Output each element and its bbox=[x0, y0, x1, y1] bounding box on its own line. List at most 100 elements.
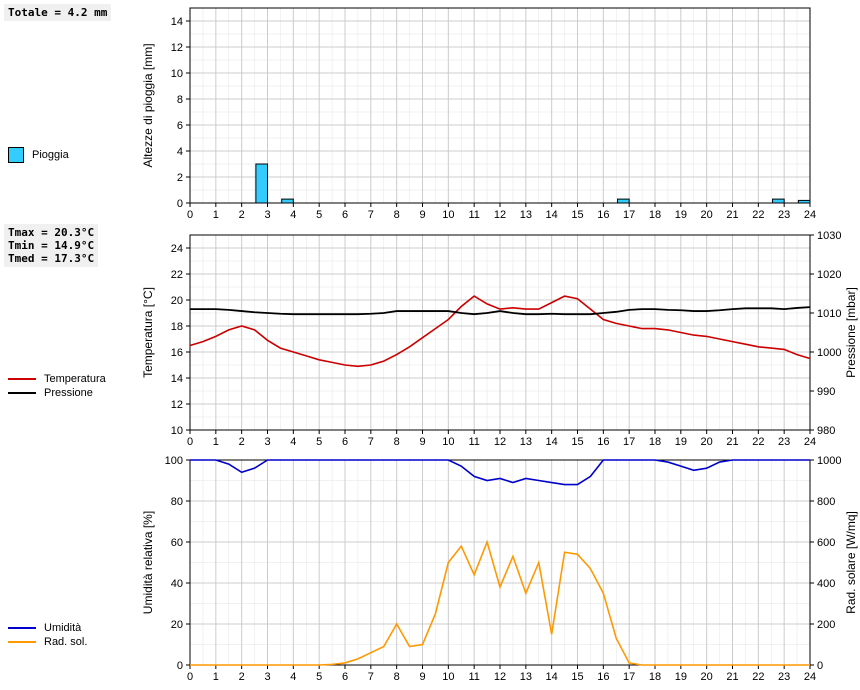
legend-pressione: Pressione bbox=[8, 387, 122, 399]
svg-text:17: 17 bbox=[623, 436, 635, 448]
legend-label: Rad. sol. bbox=[44, 636, 87, 648]
svg-text:24: 24 bbox=[804, 436, 816, 448]
svg-text:Pressione [mbar]: Pressione [mbar] bbox=[844, 287, 858, 378]
svg-text:23: 23 bbox=[778, 436, 790, 448]
svg-text:0: 0 bbox=[187, 671, 193, 683]
svg-text:17: 17 bbox=[623, 209, 635, 220]
temp-pressure-chart: 0123456789101112131415161718192021222324… bbox=[130, 220, 860, 450]
svg-text:13: 13 bbox=[520, 436, 532, 448]
svg-text:13: 13 bbox=[520, 209, 532, 220]
svg-text:8: 8 bbox=[394, 671, 400, 683]
svg-text:21: 21 bbox=[726, 209, 738, 220]
svg-text:2: 2 bbox=[177, 172, 183, 184]
svg-text:1000: 1000 bbox=[817, 347, 841, 359]
svg-text:22: 22 bbox=[171, 269, 183, 281]
rad-swatch-icon bbox=[8, 641, 36, 643]
legend-umidita: Umidità bbox=[8, 622, 122, 634]
svg-text:2: 2 bbox=[239, 671, 245, 683]
svg-text:600: 600 bbox=[817, 537, 835, 549]
svg-text:Temperatura [°C]: Temperatura [°C] bbox=[141, 287, 155, 378]
svg-text:1010: 1010 bbox=[817, 308, 841, 320]
svg-text:800: 800 bbox=[817, 496, 835, 508]
svg-text:18: 18 bbox=[649, 436, 661, 448]
svg-text:8: 8 bbox=[394, 436, 400, 448]
svg-text:15: 15 bbox=[571, 671, 583, 683]
svg-text:15: 15 bbox=[571, 436, 583, 448]
legend-radsol: Rad. sol. bbox=[8, 636, 122, 648]
svg-text:6: 6 bbox=[342, 209, 348, 220]
svg-text:22: 22 bbox=[752, 671, 764, 683]
legend-temperatura: Temperatura bbox=[8, 373, 122, 385]
svg-text:2: 2 bbox=[239, 436, 245, 448]
svg-text:7: 7 bbox=[368, 436, 374, 448]
humidity-rad-chart: 0123456789101112131415161718192021222324… bbox=[130, 450, 860, 690]
svg-text:4: 4 bbox=[177, 146, 183, 158]
svg-text:12: 12 bbox=[171, 399, 183, 411]
svg-text:100: 100 bbox=[165, 455, 183, 467]
svg-text:24: 24 bbox=[804, 209, 816, 220]
svg-text:0: 0 bbox=[187, 209, 193, 220]
panel2-legend-area: Tmax = 20.3°C Tmin = 14.9°C Tmed = 17.3°… bbox=[0, 220, 130, 450]
legend-pioggia: Pioggia bbox=[8, 147, 122, 163]
svg-text:40: 40 bbox=[171, 578, 183, 590]
rain-swatch-icon bbox=[8, 147, 24, 163]
svg-text:3: 3 bbox=[264, 209, 270, 220]
panel3-legend-area: Umidità Rad. sol. bbox=[0, 450, 130, 690]
legend-label: Umidità bbox=[44, 622, 81, 634]
svg-text:22: 22 bbox=[752, 209, 764, 220]
weather-charts: Totale = 4.2 mm Pioggia Tmax = 20.3°C Tm… bbox=[0, 0, 860, 690]
charts-column: 0123456789101112131415161718192021222324… bbox=[130, 0, 860, 690]
svg-text:9: 9 bbox=[419, 436, 425, 448]
svg-text:14: 14 bbox=[171, 373, 183, 385]
svg-text:4: 4 bbox=[290, 436, 296, 448]
svg-text:20: 20 bbox=[701, 209, 713, 220]
svg-text:2: 2 bbox=[239, 209, 245, 220]
temp-swatch-icon bbox=[8, 378, 36, 380]
legend-label: Pressione bbox=[44, 387, 93, 399]
svg-text:10: 10 bbox=[442, 671, 454, 683]
svg-text:19: 19 bbox=[675, 209, 687, 220]
svg-text:16: 16 bbox=[171, 347, 183, 359]
svg-text:21: 21 bbox=[726, 671, 738, 683]
svg-text:1: 1 bbox=[213, 671, 219, 683]
svg-text:Rad. solare [W/mq]: Rad. solare [W/mq] bbox=[844, 511, 858, 614]
svg-text:200: 200 bbox=[817, 619, 835, 631]
svg-text:400: 400 bbox=[817, 578, 835, 590]
svg-text:5: 5 bbox=[316, 671, 322, 683]
svg-text:8: 8 bbox=[394, 209, 400, 220]
svg-text:4: 4 bbox=[290, 671, 296, 683]
svg-text:18: 18 bbox=[649, 209, 661, 220]
svg-text:21: 21 bbox=[726, 436, 738, 448]
svg-text:20: 20 bbox=[701, 671, 713, 683]
svg-text:18: 18 bbox=[649, 671, 661, 683]
svg-text:1: 1 bbox=[213, 436, 219, 448]
svg-text:10: 10 bbox=[442, 209, 454, 220]
svg-text:3: 3 bbox=[264, 671, 270, 683]
svg-text:9: 9 bbox=[419, 671, 425, 683]
svg-text:Umidità relativa [%]: Umidità relativa [%] bbox=[141, 511, 155, 614]
svg-text:24: 24 bbox=[804, 671, 816, 683]
svg-text:6: 6 bbox=[177, 120, 183, 132]
svg-text:19: 19 bbox=[675, 436, 687, 448]
svg-text:1000: 1000 bbox=[817, 455, 841, 467]
svg-text:7: 7 bbox=[368, 209, 374, 220]
svg-text:10: 10 bbox=[442, 436, 454, 448]
svg-text:4: 4 bbox=[290, 209, 296, 220]
svg-text:12: 12 bbox=[494, 671, 506, 683]
svg-text:23: 23 bbox=[778, 209, 790, 220]
svg-text:11: 11 bbox=[468, 209, 479, 220]
svg-text:990: 990 bbox=[817, 386, 835, 398]
svg-text:980: 980 bbox=[817, 425, 835, 437]
svg-text:14: 14 bbox=[546, 436, 558, 448]
svg-text:6: 6 bbox=[342, 436, 348, 448]
svg-text:16: 16 bbox=[597, 209, 609, 220]
svg-text:1030: 1030 bbox=[817, 230, 841, 242]
svg-text:16: 16 bbox=[597, 671, 609, 683]
svg-text:5: 5 bbox=[316, 209, 322, 220]
svg-text:20: 20 bbox=[171, 295, 183, 307]
humid-swatch-icon bbox=[8, 627, 36, 629]
svg-text:20: 20 bbox=[701, 436, 713, 448]
svg-text:6: 6 bbox=[342, 671, 348, 683]
svg-text:8: 8 bbox=[177, 94, 183, 106]
svg-text:80: 80 bbox=[171, 496, 183, 508]
